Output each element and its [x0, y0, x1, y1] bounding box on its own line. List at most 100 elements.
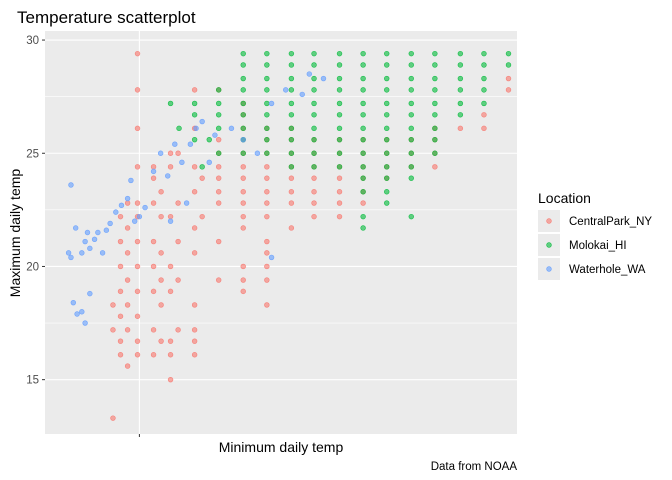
data-point — [311, 87, 317, 93]
data-point — [167, 288, 174, 295]
data-point — [408, 150, 414, 156]
data-point — [311, 112, 317, 118]
data-point — [240, 87, 246, 93]
data-point — [167, 376, 174, 383]
data-point — [384, 136, 390, 143]
data-point — [150, 352, 157, 358]
data-point — [103, 227, 110, 233]
data-point — [457, 125, 464, 132]
data-point — [240, 225, 246, 231]
y-axis-ticks: 15 20 25 30 — [26, 35, 140, 437]
data-point — [240, 263, 246, 270]
data-point — [481, 100, 487, 107]
data-point — [457, 50, 464, 57]
data-point — [150, 168, 157, 175]
data-point — [360, 200, 366, 206]
data-point — [360, 213, 366, 220]
data-point — [336, 50, 343, 57]
data-point — [74, 311, 80, 317]
data-point — [264, 112, 270, 118]
data-point — [336, 112, 343, 118]
data-point — [175, 150, 181, 156]
data-point — [110, 302, 116, 308]
data-point — [336, 136, 343, 143]
data-point — [264, 263, 270, 270]
data-point — [481, 125, 487, 132]
data-point — [408, 87, 414, 93]
data-point — [384, 75, 390, 82]
data-point — [117, 238, 124, 245]
data-point — [336, 175, 343, 181]
legend-swatch — [546, 218, 552, 224]
data-point — [79, 309, 85, 315]
data-point — [336, 189, 343, 195]
data-point — [288, 189, 295, 195]
data-point — [124, 302, 131, 308]
data-point — [134, 352, 141, 358]
data-point — [128, 177, 134, 184]
data-point — [70, 299, 77, 306]
data-point — [167, 263, 174, 270]
data-point — [311, 150, 317, 156]
data-point — [336, 150, 343, 156]
data-point — [288, 75, 295, 82]
data-point — [199, 164, 205, 170]
data-point — [215, 100, 222, 107]
data-point — [432, 75, 438, 82]
data-point — [288, 200, 295, 206]
data-point — [288, 125, 295, 132]
plot-panel — [45, 31, 517, 434]
data-point — [408, 112, 414, 118]
data-point — [240, 213, 246, 220]
data-point — [206, 159, 212, 166]
data-point — [240, 75, 246, 82]
data-point — [457, 75, 464, 82]
data-point — [167, 218, 174, 224]
data-point — [240, 277, 246, 283]
data-point — [142, 204, 148, 211]
data-point — [157, 150, 164, 156]
y-tick-label: 25 — [26, 148, 39, 160]
data-point — [264, 250, 270, 256]
data-point — [240, 288, 246, 295]
data-point — [336, 100, 343, 107]
data-point — [311, 136, 317, 143]
data-point — [432, 50, 438, 57]
data-point — [150, 327, 157, 333]
data-point — [432, 112, 438, 118]
data-point — [240, 164, 246, 170]
data-point — [360, 150, 366, 156]
data-point — [264, 150, 270, 156]
data-point — [384, 200, 390, 206]
data-point — [432, 62, 438, 68]
data-point — [408, 213, 414, 220]
data-point — [117, 313, 124, 319]
data-point — [384, 150, 390, 156]
data-point — [384, 62, 390, 68]
data-point — [191, 136, 198, 143]
data-point — [336, 213, 343, 220]
data-point — [191, 338, 198, 344]
data-point — [228, 125, 235, 132]
data-point — [134, 50, 141, 57]
data-point — [84, 229, 91, 236]
data-point — [167, 164, 174, 170]
data-point — [240, 200, 246, 206]
data-point — [134, 288, 141, 295]
legend-swatch — [546, 242, 552, 248]
data-point — [408, 50, 414, 57]
data-point — [134, 125, 141, 132]
data-point — [124, 277, 131, 283]
data-point — [288, 112, 295, 118]
data-point — [306, 71, 313, 77]
data-point — [165, 173, 171, 179]
legend-title: Location — [538, 190, 591, 206]
data-point — [124, 195, 131, 202]
grid-lines — [45, 31, 517, 434]
data-point — [481, 87, 487, 93]
data-point — [288, 136, 295, 143]
data-point — [215, 136, 222, 143]
data-points — [65, 50, 512, 421]
data-point — [384, 189, 390, 195]
